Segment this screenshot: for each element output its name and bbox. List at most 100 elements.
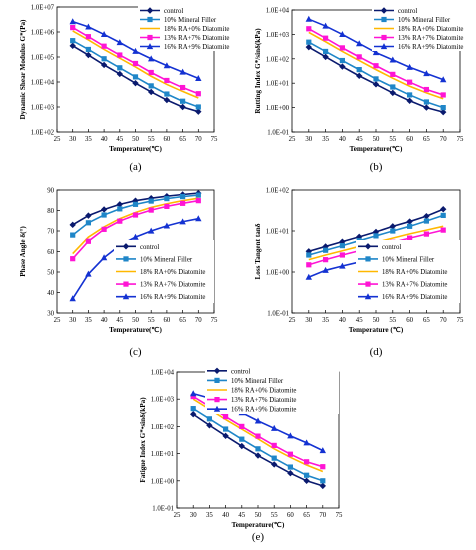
x-tick-label: 70: [440, 317, 447, 324]
x-tick-label: 70: [195, 136, 202, 143]
x-tick-label: 60: [164, 136, 171, 143]
data-point: [195, 74, 202, 81]
data-point: [407, 92, 413, 98]
data-point: [304, 459, 310, 465]
data-point: [190, 393, 196, 400]
series-0: [69, 42, 202, 115]
x-tick-label: 60: [406, 136, 413, 143]
legend-entry: 16% RA+9% Diatomite: [140, 294, 205, 301]
data-point: [390, 228, 396, 234]
legend-entry: 18% RA+0% Diatomite: [231, 388, 296, 395]
legend-swatch-marker: [380, 43, 388, 50]
series-4: [305, 15, 447, 83]
series-line: [308, 31, 444, 100]
data-point: [287, 451, 293, 457]
y-tick-label: 60: [47, 249, 54, 256]
x-tick-label: 30: [69, 136, 76, 143]
data-point: [440, 105, 446, 111]
series-1: [70, 192, 201, 238]
x-tick-label: 75: [336, 512, 343, 519]
y-axis-label: Dynamic Shear Modulus G*(Pa): [19, 19, 27, 120]
data-point: [255, 446, 261, 452]
x-axis-label: Temperature(℃): [109, 145, 162, 153]
data-point: [132, 212, 139, 218]
chart-panel-1: 1.0E-01 1.0E+00 1.0E+01 1.0E+02 1.0E+03 1.0E+…: [254, 6, 464, 173]
legend-entry: 18% RA+0% Diatomite: [164, 26, 229, 33]
legend: control 10% Mineral Filler 18% RA+0% Diato…: [138, 6, 229, 51]
data-point: [70, 38, 76, 44]
data-point: [390, 84, 396, 90]
data-point: [132, 79, 139, 87]
y-tick-label: 1.0E+02: [31, 130, 55, 137]
y-tick-label: 1.0E+07: [31, 5, 55, 12]
data-point: [195, 104, 201, 110]
data-point: [356, 67, 362, 73]
series-0: [190, 411, 326, 490]
data-point: [356, 72, 363, 80]
x-tick-label: 45: [238, 512, 245, 519]
data-point: [101, 43, 107, 49]
data-point: [195, 215, 202, 222]
data-point: [406, 63, 413, 70]
data-point: [195, 198, 201, 204]
data-point: [373, 233, 379, 239]
legend-swatch-marker: [365, 256, 371, 262]
data-point: [407, 235, 413, 241]
legend-entry: 16% RA+9% Diatomite: [231, 407, 296, 414]
data-point: [69, 42, 76, 50]
data-point: [423, 218, 429, 224]
x-tick-label: 70: [319, 512, 326, 519]
data-point: [164, 77, 170, 84]
x-tick-label: 55: [148, 136, 155, 143]
legend-swatch-marker: [380, 7, 388, 14]
data-point: [190, 406, 196, 412]
data-point: [132, 233, 139, 240]
data-point: [406, 97, 413, 104]
data-point: [190, 390, 197, 397]
data-point: [101, 226, 107, 232]
data-point: [303, 477, 310, 484]
panel-label: (b): [370, 161, 383, 173]
series-3: [306, 26, 446, 98]
data-point: [339, 252, 345, 258]
legend-entry: 18% RA+0% Diatomite: [382, 269, 447, 276]
data-point: [163, 62, 171, 69]
legend-entry: 13% RA+7% Diatomite: [231, 397, 296, 404]
data-point: [206, 416, 212, 422]
legend-entry: 13% RA+7% Diatomite: [164, 35, 229, 42]
panel-label: (e): [252, 531, 265, 543]
legend-entry: 16% RA+9% Diatomite: [164, 44, 229, 51]
y-tick-label: 1.0E+06: [31, 30, 55, 37]
series-3: [70, 198, 201, 262]
chart-panel-4: 1.0E-01 1.0E+00 1.0E+01 1.0E+02 1.0E+03 1.0E+…: [139, 366, 343, 543]
data-point: [356, 54, 362, 60]
data-point: [195, 108, 202, 115]
legend-swatch-marker: [365, 281, 371, 287]
data-point: [101, 56, 107, 62]
legend-entry: 13% RA+7% Diatomite: [140, 282, 205, 289]
data-point: [190, 411, 197, 418]
data-point: [239, 423, 245, 429]
chart-panel-3: 1.0E-01 1.0E+00 1.0E+01 1.0E+02 25 30 35 40 45 50…: [254, 188, 464, 359]
data-point: [85, 212, 92, 219]
legend-swatch-marker: [146, 43, 154, 50]
y-tick-label: 1.0E+01: [151, 451, 174, 458]
data-point: [132, 201, 139, 207]
data-point: [164, 196, 170, 202]
data-point: [180, 84, 186, 91]
x-tick-label: 35: [85, 136, 92, 143]
data-point: [423, 104, 430, 111]
data-point: [254, 452, 262, 459]
data-point: [323, 48, 329, 55]
x-tick-label: 70: [440, 136, 447, 143]
data-point: [117, 206, 123, 212]
data-point: [305, 15, 312, 22]
data-point: [116, 39, 123, 46]
y-tick-label: 40: [47, 290, 54, 297]
x-axis-label: Temperature(℃): [350, 145, 403, 153]
data-point: [179, 218, 186, 225]
y-tick-label: 1.0E+01: [266, 229, 289, 236]
legend-swatch-marker: [122, 243, 130, 250]
data-point: [440, 76, 447, 83]
data-point: [373, 76, 379, 82]
